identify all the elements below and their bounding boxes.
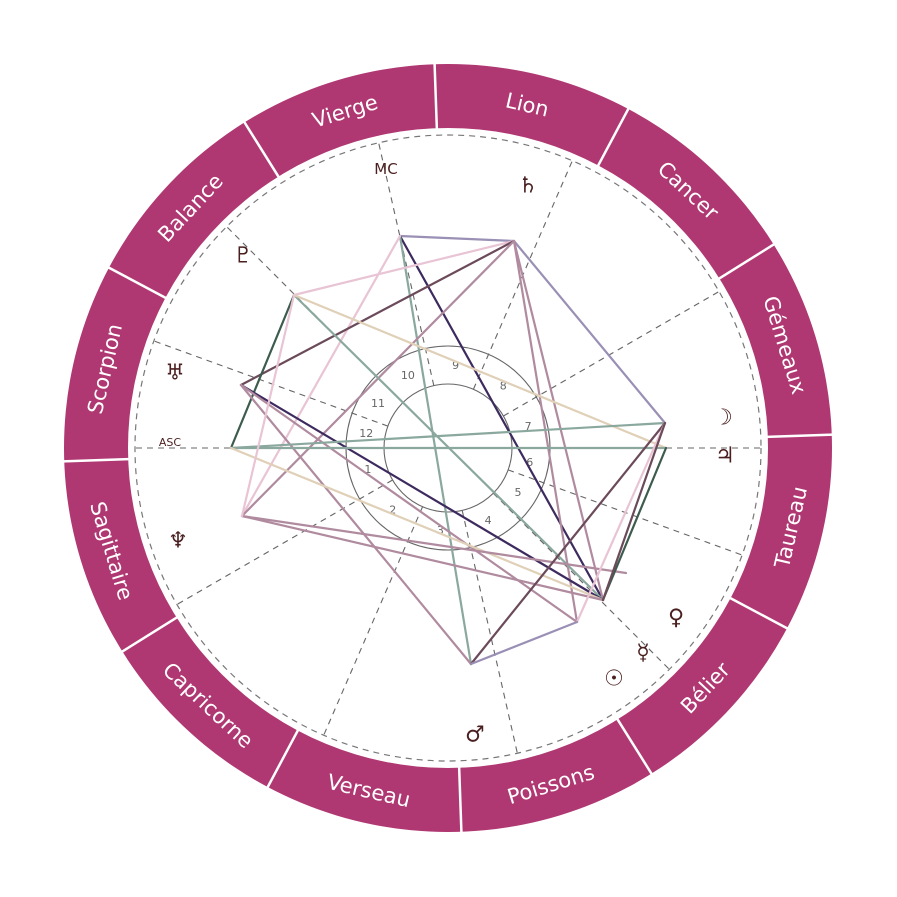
- planet-venus-icon: ♀: [668, 606, 684, 631]
- zodiac-ring: [63, 63, 833, 833]
- outer-dashed-circle: [134, 134, 762, 762]
- aspect-line: [240, 514, 605, 602]
- planet-jupiter-icon: ♃: [715, 444, 735, 469]
- planet-pluton-icon: ♇: [233, 244, 253, 269]
- house-cusp-10: [378, 142, 435, 386]
- house-number-9: 9: [452, 359, 459, 372]
- aspect-line: [575, 421, 667, 624]
- aspect-line: [239, 383, 473, 666]
- aspect-line: [239, 383, 579, 624]
- zodiac-sign-labels: GémeauxCancerLionViergeBalanceScorpionSa…: [83, 88, 812, 812]
- house-cusp-4: [461, 510, 518, 754]
- aspect-line: [469, 421, 667, 666]
- sign-divider: [266, 729, 300, 789]
- house-number-8: 8: [500, 380, 507, 393]
- house-number-1: 1: [364, 463, 371, 476]
- house-number-10: 10: [401, 369, 415, 382]
- aspect-line: [292, 293, 668, 450]
- aspect-line: [229, 446, 605, 602]
- aspect-line: [512, 239, 667, 425]
- angle-label-asc: ASC: [159, 436, 182, 449]
- house-number-5: 5: [515, 486, 522, 499]
- sign-divider: [120, 615, 179, 654]
- aspect-line: [229, 293, 296, 450]
- aspect-line: [239, 383, 605, 602]
- aspect-line: [239, 239, 516, 387]
- aspect-line: [512, 239, 579, 624]
- sign-divider: [596, 107, 630, 167]
- aspect-line: [229, 421, 667, 450]
- planet-soleil-icon: ☉: [604, 667, 624, 692]
- house-number-2: 2: [389, 503, 396, 516]
- aspect-line: [512, 239, 605, 602]
- aspect-line: [240, 514, 628, 575]
- aspect-lines: [229, 234, 668, 666]
- sign-divider: [63, 457, 130, 463]
- planet-lune-icon: ☽: [713, 406, 733, 431]
- house-number-3: 3: [437, 524, 444, 537]
- aspect-line: [398, 234, 605, 602]
- planet-glyphs: ♄ ♇ ♅ ♆ ☽ ♃ ♀ ☿ ☉ ♂: [165, 174, 735, 748]
- aspect-line: [398, 234, 516, 243]
- planet-mercure-icon: ☿: [636, 641, 650, 666]
- aspect-line: [292, 239, 516, 297]
- aspect-line: [398, 234, 473, 666]
- sign-divider: [107, 266, 167, 300]
- chart-angles: ASC MC: [159, 160, 398, 449]
- sign-divider: [457, 766, 463, 833]
- house-cusp-12: [153, 340, 389, 427]
- aspect-line: [240, 293, 296, 518]
- house-cusp-2: [176, 479, 393, 605]
- sign-divider: [729, 596, 789, 630]
- sign-divider: [242, 120, 281, 179]
- sign-divider: [717, 242, 776, 281]
- house-number-11: 11: [371, 397, 385, 410]
- planet-neptune-icon: ♆: [168, 529, 188, 554]
- house-cusp-8: [503, 291, 720, 417]
- aspect-line: [601, 446, 668, 602]
- house-number-7: 7: [525, 420, 532, 433]
- aspect-line: [240, 234, 402, 518]
- house-cusp-5: [492, 492, 670, 670]
- planet-mars-icon: ♂: [465, 723, 485, 748]
- house-number-6: 6: [526, 456, 533, 469]
- aspect-line: [469, 620, 579, 666]
- house-cusp-3: [323, 506, 424, 736]
- sign-divider: [615, 717, 654, 776]
- angle-label-mc: MC: [374, 160, 397, 178]
- planet-saturne-icon: ♄: [518, 174, 538, 199]
- planet-uranus-icon: ♅: [165, 361, 185, 386]
- aspect-line: [601, 421, 667, 602]
- sign-divider: [433, 63, 439, 130]
- house-number-12: 12: [359, 427, 373, 440]
- house-number-4: 4: [485, 514, 492, 527]
- sign-divider: [766, 433, 833, 439]
